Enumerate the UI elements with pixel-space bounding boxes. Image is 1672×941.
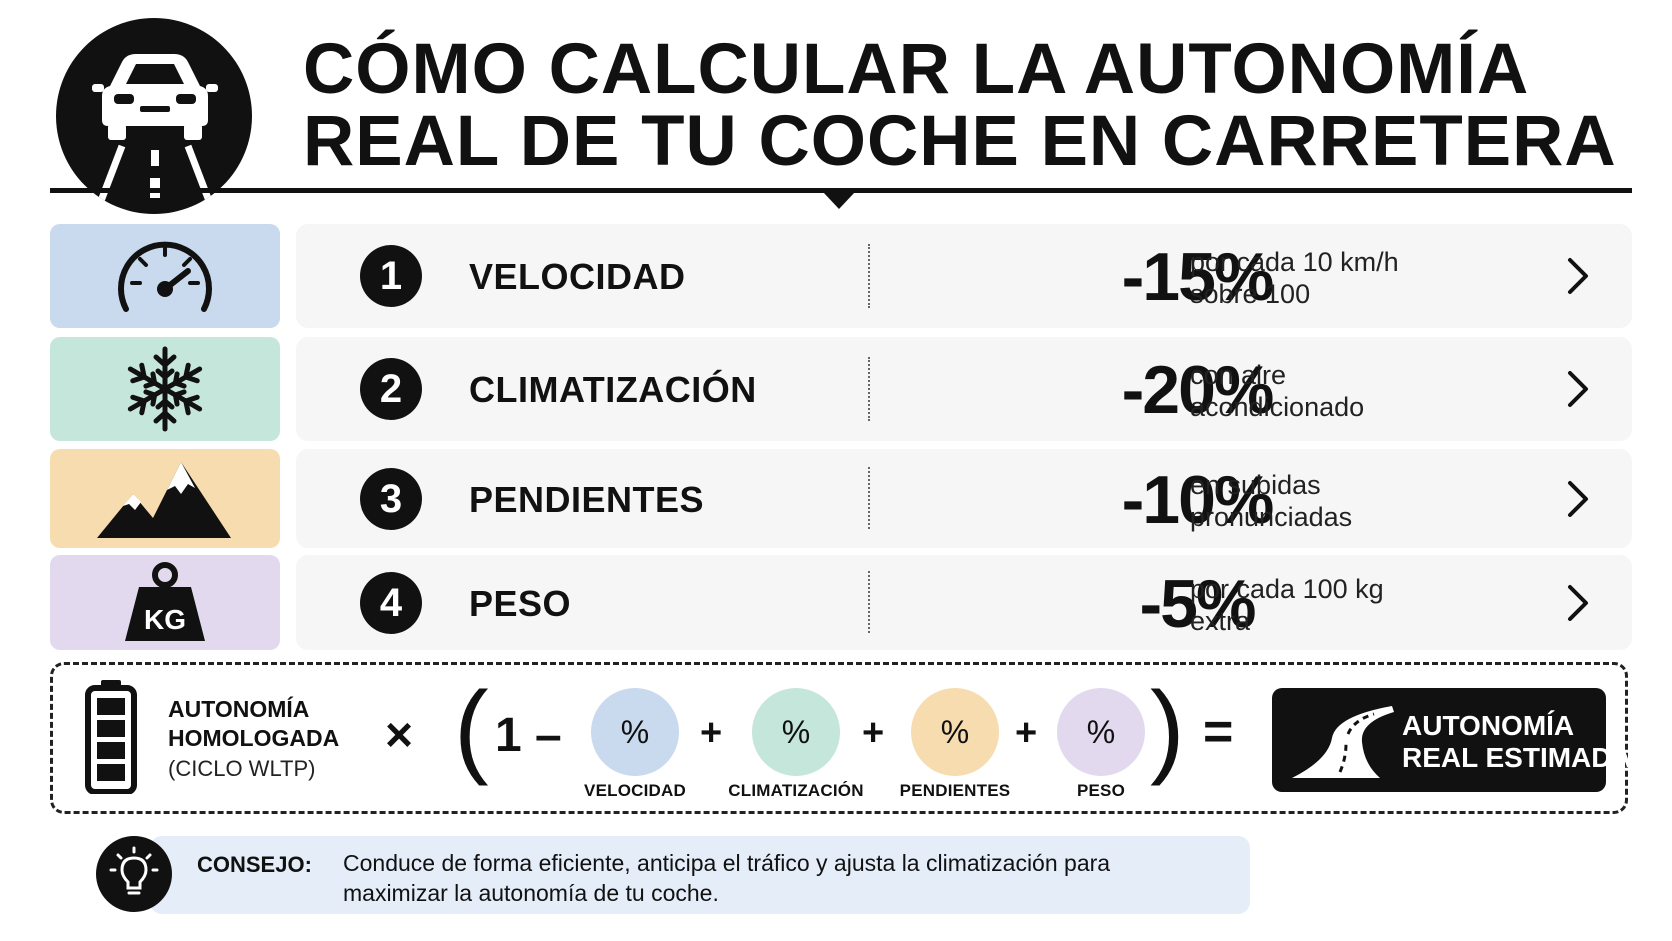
factor-name: PENDIENTES [469,479,705,520]
result-box: AUTONOMÍA REAL ESTIMADA [1272,688,1632,792]
lightbulb-icon [96,836,172,912]
dotted-separator [868,571,870,633]
close-parenthesis: ) [1150,671,1185,787]
factor-card-slopes[interactable]: 3 PENDIENTES -10% en subidas pronunciada… [296,449,1632,548]
factor-number-badge: 1 [360,245,422,307]
chevron-right-icon[interactable] [1562,583,1592,623]
weight-percent-label: PESO [1076,781,1126,800]
factor-description-line-1: por cada 10 km/h [1190,247,1399,277]
header-divider-notch [823,192,855,209]
mountain-icon [97,461,231,538]
slopes-percent-label: PENDIENTES [899,781,1011,800]
factor-card-speed[interactable]: 1 VELOCIDAD -15% por cada 10 km/h sobre … [296,224,1632,328]
formula-base-line-3: (CICLO WLTP) [168,756,316,781]
formula-base-line-1: AUTONOMÍA [168,696,310,722]
chevron-right-icon[interactable] [1562,369,1592,409]
factor-description-line-2: acondicionado [1190,392,1365,422]
tip-label: CONSEJO: [197,852,312,877]
factor-icon-box-speed [50,224,280,328]
factor-icon-box-climate [50,337,280,441]
factor-percent: -15% [1121,239,1275,315]
road-icon [1292,706,1394,778]
factor-icon-box-weight: KG [50,555,280,650]
times-operator: × [385,709,414,762]
tip-text-line-1: Conduce de forma eficiente, anticipa el … [343,850,1111,876]
tip-text-line-2: maximizar la autonomía de tu coche. [343,880,719,906]
open-parenthesis: ( [454,671,489,787]
formula-box [50,662,1628,814]
equals-operator: = [1203,703,1234,761]
chevron-right-icon[interactable] [1562,256,1592,296]
dotted-separator [868,467,870,529]
formula-base-line-2: HOMOLOGADA [168,725,340,751]
battery-icon [85,680,137,794]
speedometer-icon [118,241,212,312]
header-divider [50,188,1632,193]
page-title-line-2: REAL DE TU COCHE EN CARRETERA [303,102,1617,181]
climate-percent-label: CLIMATIZACIÓN [728,781,864,800]
weight-kg-icon: KG [125,561,205,641]
factor-description-line-1: por cada 100 kg [1190,574,1384,604]
factor-description: por cada 100 kg extra [1190,573,1384,637]
snowflake-icon [119,346,211,435]
result-line-1: AUTONOMÍA [1402,710,1575,741]
factor-card-weight[interactable]: 4 PESO -5% por cada 100 kg extra [296,555,1632,650]
weight-percent-circle: % [1057,688,1145,776]
factor-description: en subidas pronunciadas [1190,469,1352,533]
factor-name: PESO [469,583,572,624]
dotted-separator [868,357,870,421]
factor-card-climate[interactable]: 2 CLIMATIZACIÓN -20% con aire acondicion… [296,337,1632,441]
factor-number-badge: 2 [360,358,422,420]
factor-number-badge: 4 [360,572,422,634]
car-road-icon [56,18,252,214]
plus-operator: + [700,712,723,754]
factor-description-line-2: extra [1190,606,1251,636]
slopes-percent-circle: % [911,688,999,776]
factor-description-line-2: pronunciadas [1190,502,1353,532]
one-minus: 1 – [495,709,562,762]
svg-text:KG: KG [144,604,186,635]
factor-description: por cada 10 km/h sobre 100 [1190,246,1399,310]
velocity-percent-label: VELOCIDAD [584,781,686,800]
dotted-separator [868,244,870,308]
factor-description-line-2: sobre 100 [1190,279,1311,309]
plus-operator: + [862,712,885,754]
factor-percent: -20% [1121,352,1275,428]
climate-percent-circle: % [752,688,840,776]
chevron-right-icon[interactable] [1562,479,1592,519]
factor-icon-box-slopes [50,449,280,548]
factor-description: con aire acondicionado [1190,359,1364,423]
velocity-percent-circle: % [591,688,679,776]
tip-box [150,836,1250,914]
factor-name: CLIMATIZACIÓN [469,369,757,410]
plus-operator: + [1015,712,1038,754]
page-title-line-1: CÓMO CALCULAR LA AUTONOMÍA [303,30,1530,109]
factor-description-line-1: con aire [1190,360,1287,390]
factor-name: VELOCIDAD [469,256,686,297]
factor-number-badge: 3 [360,468,422,530]
factor-percent: -5% [1139,566,1257,642]
result-line-2: REAL ESTIMADA [1402,742,1632,773]
factor-description-line-1: en subidas [1190,470,1321,500]
factor-percent: -10% [1121,462,1275,538]
